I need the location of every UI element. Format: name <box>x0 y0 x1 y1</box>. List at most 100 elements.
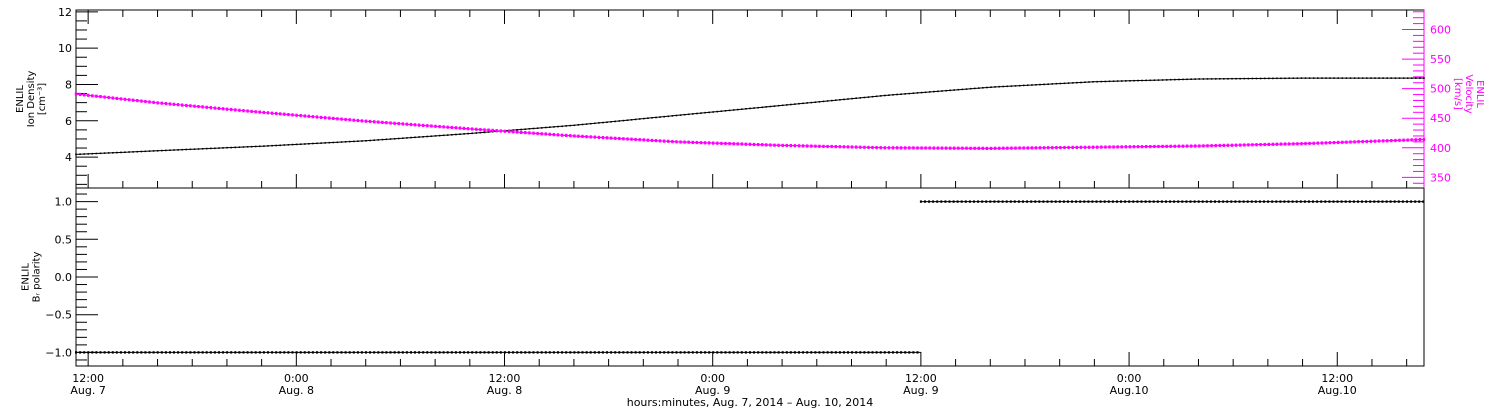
polarity-point <box>87 351 90 354</box>
polarity-point <box>1283 200 1286 203</box>
velocity-point <box>95 94 98 98</box>
polarity-markers <box>75 351 919 354</box>
velocity-point <box>1096 145 1099 149</box>
velocity-point <box>364 119 368 123</box>
velocity-point <box>111 96 114 100</box>
polarity-point <box>1083 200 1086 203</box>
velocity-point <box>287 113 290 117</box>
density-point <box>1276 77 1278 80</box>
velocity-point <box>773 143 776 147</box>
density-point <box>463 133 465 135</box>
density-point <box>242 146 245 148</box>
velocity-point <box>450 125 453 130</box>
velocity-point <box>340 117 343 121</box>
polarity-point <box>867 351 870 354</box>
velocity-point <box>466 127 470 131</box>
polarity-point <box>1357 200 1359 203</box>
density-point <box>1410 77 1413 79</box>
polarity-point <box>753 351 756 354</box>
density-point <box>998 85 1000 88</box>
density-point <box>1043 83 1045 86</box>
density-point <box>324 142 326 144</box>
density-point <box>140 150 143 153</box>
density-point <box>1198 78 1201 80</box>
density-point <box>254 145 257 148</box>
velocity-point <box>352 118 355 122</box>
density-point <box>189 148 192 151</box>
density-point <box>1182 78 1184 81</box>
x-tick-time-label: 12:00 <box>72 372 104 385</box>
polarity-point <box>189 351 192 354</box>
density-point <box>700 112 702 114</box>
velocity-point <box>589 135 592 139</box>
density-point <box>594 122 596 125</box>
polarity-tick-label: 1.0 <box>55 196 73 209</box>
density-point <box>1251 77 1254 80</box>
polarity-point <box>552 351 555 354</box>
density-point <box>161 149 163 152</box>
velocity-point <box>246 109 249 113</box>
density-point <box>1120 80 1123 82</box>
velocity-point <box>887 146 891 150</box>
velocity-point <box>1312 141 1315 145</box>
velocity-point <box>417 123 421 127</box>
polarity-point <box>802 351 805 354</box>
polarity-point <box>471 351 474 354</box>
density-point <box>577 124 580 126</box>
velocity-point <box>565 133 568 137</box>
polarity-point <box>1173 200 1176 203</box>
velocity-point <box>1026 146 1029 150</box>
polarity-point <box>785 351 788 354</box>
density-point <box>99 152 102 155</box>
velocity-point <box>712 141 715 145</box>
velocity-point <box>630 137 633 141</box>
polarity-point <box>1222 200 1225 203</box>
density-point <box>1247 77 1250 80</box>
polarity-point <box>1340 200 1343 203</box>
velocity-point <box>99 95 102 99</box>
density-point <box>879 95 882 97</box>
density-point <box>1031 84 1033 86</box>
polarity-point <box>1026 200 1029 203</box>
density-point <box>357 140 359 142</box>
velocity-point <box>360 119 364 123</box>
polarity-point <box>1348 200 1351 203</box>
velocity-point <box>1414 138 1417 142</box>
polarity-point <box>1422 200 1425 203</box>
velocity-point <box>642 138 645 142</box>
velocity-point <box>1165 144 1168 148</box>
density-point <box>1100 80 1103 83</box>
density-point <box>271 144 273 147</box>
velocity-point <box>973 146 976 150</box>
velocity-point <box>936 146 940 150</box>
polarity-point <box>1087 200 1090 203</box>
density-point <box>263 145 265 147</box>
velocity-point <box>254 110 257 114</box>
polarity-point <box>1328 200 1331 203</box>
density-point <box>389 138 392 140</box>
polarity-point <box>381 351 384 354</box>
velocity-point <box>511 130 515 134</box>
polarity-point <box>173 351 175 354</box>
velocity-point <box>752 142 756 147</box>
x-tick-time-label: 12:00 <box>1321 372 1353 385</box>
density-point <box>1022 84 1025 87</box>
velocity-point <box>1247 143 1250 147</box>
polarity-point <box>324 351 327 354</box>
velocity-point <box>1292 142 1295 146</box>
velocity-point <box>1071 145 1074 149</box>
polarity-point <box>1287 200 1290 203</box>
density-point <box>222 147 224 149</box>
velocity-point <box>1263 142 1266 147</box>
polarity-point <box>320 351 323 354</box>
density-point <box>1219 78 1221 80</box>
velocity-point <box>115 96 118 100</box>
density-point <box>1325 77 1327 79</box>
density-point <box>859 97 862 99</box>
polarity-point <box>1075 200 1078 203</box>
density-point <box>193 148 196 150</box>
velocity-axis-title-line: Velocity <box>1463 74 1474 113</box>
density-point <box>397 137 400 140</box>
velocity-point <box>822 144 825 148</box>
velocity-point <box>132 98 135 102</box>
